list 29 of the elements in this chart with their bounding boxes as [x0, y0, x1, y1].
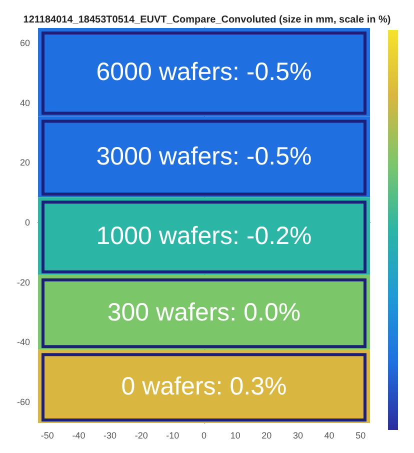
y-tick-label: 20 [20, 158, 30, 168]
annotation: 3000 wafers: [96, 142, 240, 171]
data-label: -0.2% [246, 222, 312, 250]
chart-title: 121184014_18453T0514_EUVT_Compare_Convoluted (size in mm, scale in %) [23, 14, 391, 26]
annotation: 1000 wafers: [96, 222, 240, 250]
x-tick-label: 10 [230, 430, 240, 440]
data-label: -0.5% [246, 142, 312, 171]
y-tick-label: 40 [20, 98, 30, 108]
annotation: 6000 wafers: [96, 58, 240, 86]
x-tick-label: -40 [72, 430, 86, 440]
x-tick-label: 20 [262, 430, 272, 440]
x-tick-label: -20 [134, 430, 148, 440]
y-tick-label: 60 [20, 38, 30, 48]
x-tick-label: -50 [40, 430, 54, 440]
y-tick-label: -40 [16, 337, 30, 348]
x-tick-label: 0 [201, 430, 207, 440]
data-label: -0.5% [246, 58, 312, 86]
annotation: 0 wafers: [121, 372, 223, 400]
data-label: 0.0% [244, 298, 301, 326]
x-tick-label: 30 [292, 430, 303, 440]
x-tick-label: -10 [166, 430, 180, 440]
x-tick-label: 40 [324, 430, 334, 440]
y-tick-label: 0 [24, 218, 30, 228]
annotation: 300 wafers: [107, 298, 237, 326]
x-tick-label: -30 [104, 430, 117, 440]
data-label: 0.3% [230, 372, 287, 400]
y-tick-label: -20 [16, 277, 30, 288]
y-tick-label: -60 [16, 397, 30, 408]
x-tick-label: 50 [356, 430, 366, 440]
